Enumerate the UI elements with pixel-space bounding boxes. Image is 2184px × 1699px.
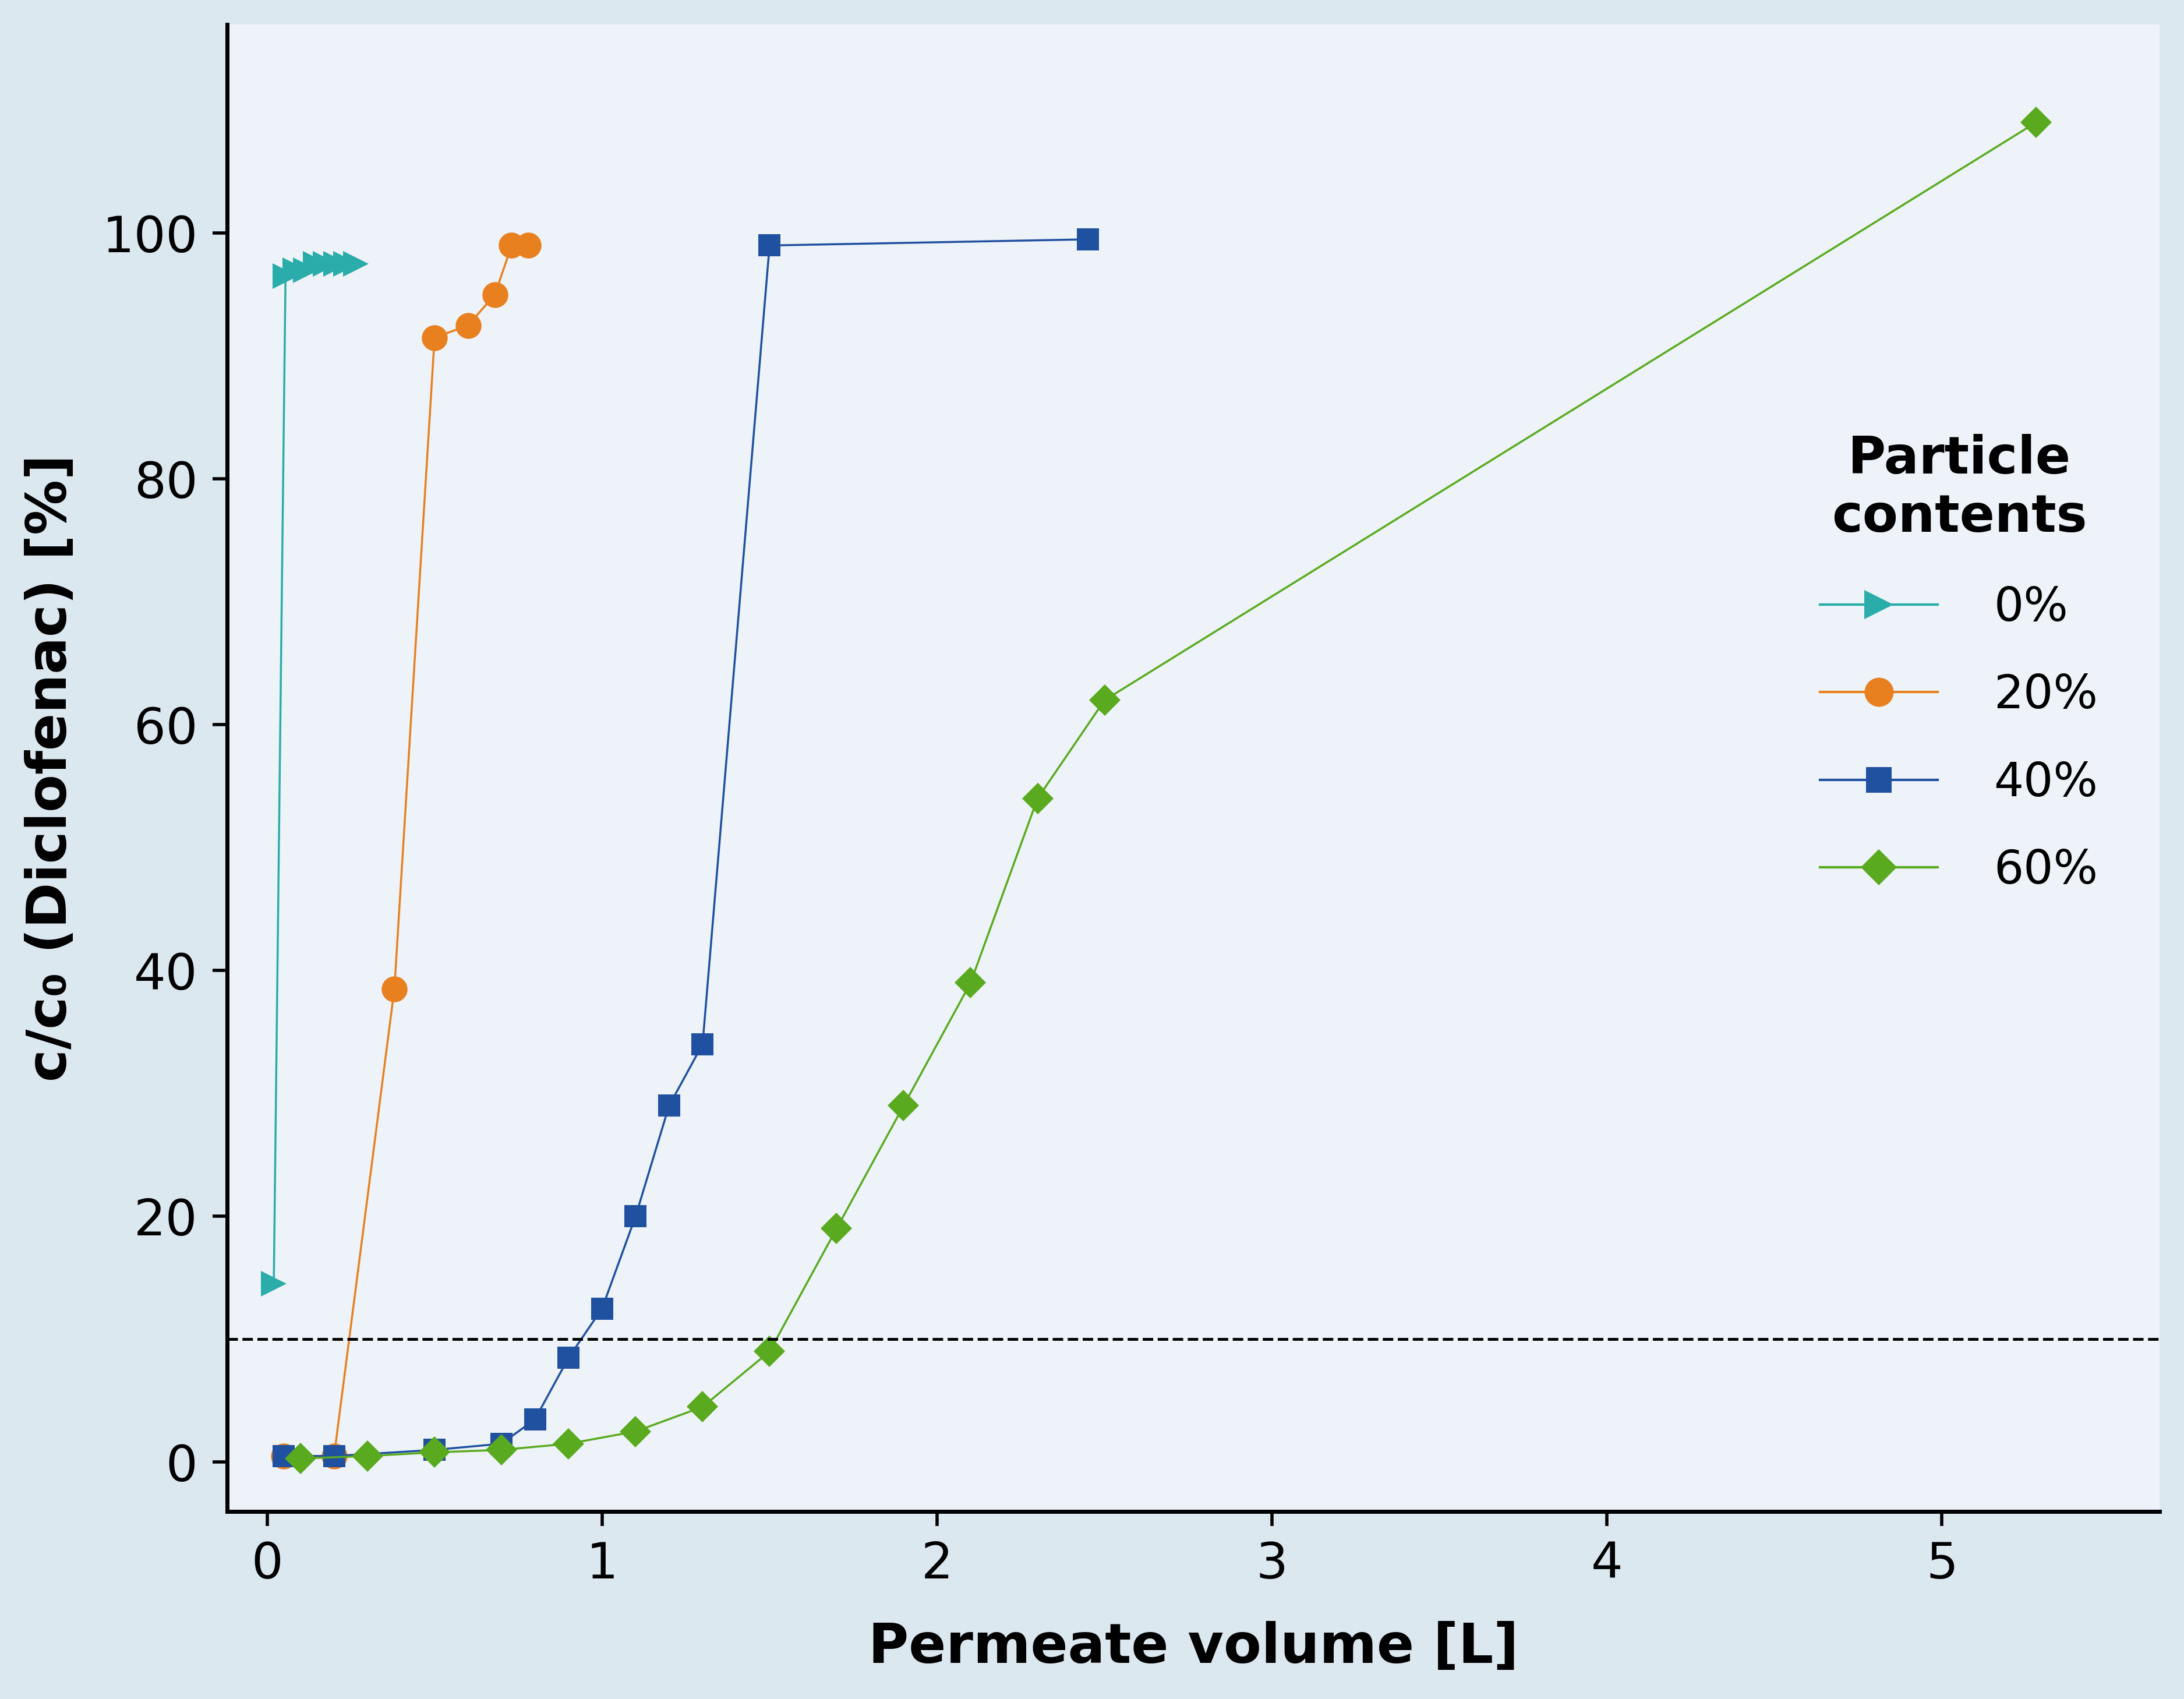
0% [260, 1274, 286, 1295]
Legend: 0%, 20%, 40%, 60%: 0%, 20%, 40%, 60% [1802, 415, 2116, 912]
60% [756, 1342, 782, 1363]
40% [622, 1206, 649, 1227]
X-axis label: Permeate volume [L]: Permeate volume [L] [869, 1621, 1518, 1675]
0% [293, 260, 319, 280]
60% [957, 972, 983, 992]
Line: 20%: 20% [271, 233, 542, 1470]
60% [1024, 788, 1051, 809]
0% [273, 267, 299, 287]
Line: 0%: 0% [260, 251, 369, 1296]
20% [483, 284, 509, 304]
20% [271, 1446, 297, 1466]
Y-axis label: c/c₀ (Diclofenac) [%]: c/c₀ (Diclofenac) [%] [24, 454, 79, 1082]
0% [282, 260, 308, 280]
20% [321, 1446, 347, 1466]
40% [522, 1408, 548, 1429]
40% [555, 1347, 581, 1368]
20% [454, 316, 480, 336]
20% [422, 328, 448, 348]
60% [489, 1439, 515, 1459]
0% [304, 253, 330, 274]
40% [756, 234, 782, 255]
Line: 40%: 40% [273, 228, 1099, 1468]
20% [382, 979, 408, 999]
60% [690, 1397, 716, 1417]
0% [332, 253, 358, 274]
60% [555, 1434, 581, 1454]
60% [823, 1218, 850, 1239]
60% [288, 1448, 314, 1468]
40% [321, 1446, 347, 1466]
0% [312, 253, 339, 274]
40% [655, 1096, 681, 1116]
40% [422, 1439, 448, 1459]
40% [271, 1446, 297, 1466]
Line: 60%: 60% [288, 110, 2046, 1470]
40% [489, 1434, 515, 1454]
40% [1075, 229, 1101, 250]
0% [323, 253, 349, 274]
60% [1092, 690, 1118, 710]
40% [690, 1035, 716, 1055]
60% [891, 1096, 917, 1116]
60% [2022, 112, 2049, 133]
40% [590, 1298, 616, 1318]
60% [354, 1446, 380, 1466]
60% [422, 1442, 448, 1463]
20% [515, 234, 542, 255]
60% [622, 1422, 649, 1442]
0% [343, 253, 369, 274]
20% [498, 234, 524, 255]
